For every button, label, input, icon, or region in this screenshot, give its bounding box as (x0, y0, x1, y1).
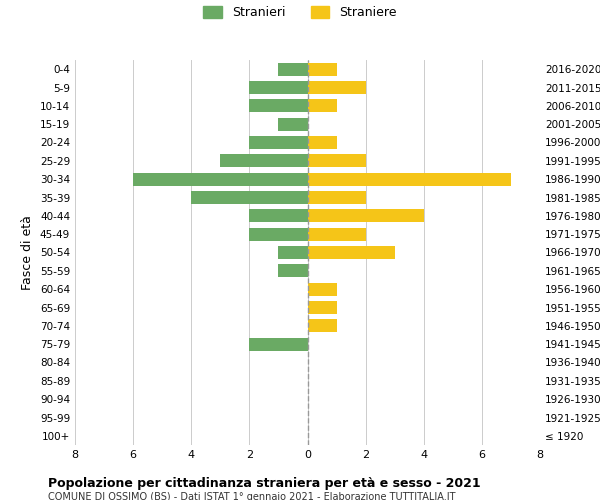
Bar (250, 338, 308, 350)
Bar (191, 191, 308, 204)
Bar (278, 264, 308, 277)
Bar (220, 154, 308, 167)
Bar (250, 100, 308, 112)
Bar (133, 173, 308, 186)
Bar (308, 210, 424, 222)
Y-axis label: Fasce di età: Fasce di età (22, 215, 34, 290)
Bar (308, 63, 337, 76)
Bar (308, 191, 365, 204)
Bar (308, 100, 337, 112)
Text: COMUNE DI OSSIMO (BS) - Dati ISTAT 1° gennaio 2021 - Elaborazione TUTTITALIA.IT: COMUNE DI OSSIMO (BS) - Dati ISTAT 1° ge… (48, 492, 455, 500)
Bar (308, 154, 365, 167)
Bar (250, 81, 308, 94)
Bar (250, 210, 308, 222)
Bar (308, 228, 365, 240)
Bar (308, 173, 511, 186)
Bar (308, 136, 337, 149)
Bar (308, 81, 365, 94)
Legend: Stranieri, Straniere: Stranieri, Straniere (198, 1, 402, 24)
Bar (278, 63, 308, 76)
Bar (308, 283, 337, 296)
Bar (308, 301, 337, 314)
Text: Popolazione per cittadinanza straniera per età e sesso - 2021: Popolazione per cittadinanza straniera p… (48, 478, 481, 490)
Bar (250, 136, 308, 149)
Bar (250, 228, 308, 240)
Bar (308, 320, 337, 332)
Bar (278, 118, 308, 130)
Bar (308, 246, 395, 259)
Bar (278, 246, 308, 259)
